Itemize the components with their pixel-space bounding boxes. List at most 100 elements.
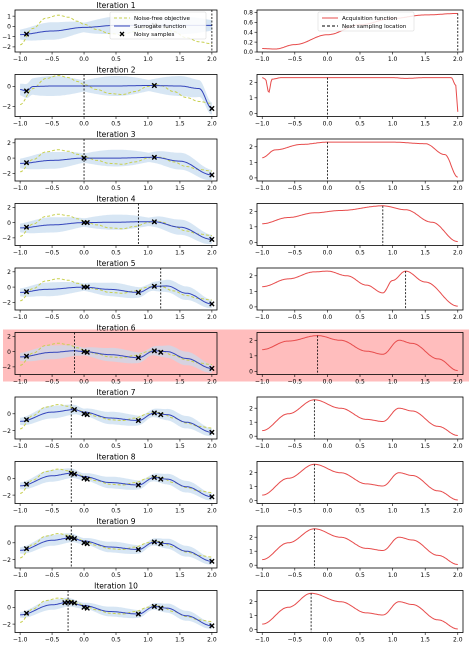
x-tick-label: −1.0 xyxy=(13,314,28,321)
iteration-title: Iteration 1 xyxy=(97,1,136,10)
x-tick-label: −0.5 xyxy=(288,185,303,192)
x-tick-label: −0.5 xyxy=(288,443,303,450)
right-plot-area xyxy=(262,77,459,117)
y-tick-label: 2 xyxy=(249,470,253,477)
y-tick-label: −2 xyxy=(2,44,11,51)
iteration-title: Iteration 5 xyxy=(97,259,136,268)
x-tick-label: −0.5 xyxy=(288,56,303,63)
noisy-sample-marker xyxy=(151,474,158,481)
x-tick-label: −1.0 xyxy=(13,572,28,579)
noisy-sample-marker xyxy=(209,623,215,629)
left-panel: −2 0 −1.0 −0.5 0.0 0.5 1.0 1.5 2.0 xyxy=(2,74,218,128)
x-tick-label: −1.0 xyxy=(255,250,270,257)
x-tick-label: −0.5 xyxy=(288,314,303,321)
x-tick-label: −1.0 xyxy=(13,121,28,128)
noisy-sample-marker xyxy=(84,219,90,226)
x-tick-label: 0.0 xyxy=(79,572,89,579)
x-tick-label: 0.5 xyxy=(111,379,121,386)
y-tick-label: 1 xyxy=(249,419,253,426)
uncertainty-band xyxy=(20,597,212,629)
x-tick-label: 1.0 xyxy=(143,637,153,644)
acquisition-line xyxy=(262,77,459,112)
x-tick-label: 0.5 xyxy=(355,56,365,63)
y-tick-label: −2 xyxy=(2,235,11,242)
x-tick-label: 1.0 xyxy=(143,572,153,579)
x-tick-label: −1.0 xyxy=(255,508,270,515)
acquisition-line xyxy=(262,335,458,372)
y-tick-label: 2 xyxy=(7,140,11,147)
y-tick-label: 0 xyxy=(249,627,253,634)
x-tick-label: 0.5 xyxy=(111,572,121,579)
noisy-sample-marker xyxy=(23,353,30,359)
iteration-row-5: −2 0 2 −1.0 −0.5 0.0 0.5 1.0 1.5 2.0 0 1 2 −1.0 −0.5 0.… xyxy=(2,259,464,321)
x-tick-label: 2.0 xyxy=(207,508,217,515)
noisy-sample-marker xyxy=(23,416,30,423)
right-plot-area xyxy=(262,592,458,633)
x-tick-label: 0.5 xyxy=(111,250,121,257)
x-tick-label: 0.0 xyxy=(79,56,89,63)
x-tick-label: 1.5 xyxy=(175,637,185,644)
y-tick-label: 0 xyxy=(7,349,11,356)
y-tick-label: 2 xyxy=(249,337,253,344)
noisy-sample-marker xyxy=(135,355,142,361)
acquisition-line xyxy=(262,270,458,307)
y-tick-label: 1 xyxy=(7,13,11,20)
noisy-sample-marker xyxy=(151,539,158,545)
objective-line xyxy=(20,278,212,302)
legend-label: Noisy samples xyxy=(134,32,175,38)
legend-marker xyxy=(119,31,125,37)
y-tick-label: 0 xyxy=(249,433,253,440)
y-tick-label: −2 xyxy=(2,300,11,307)
x-tick-label: 1.0 xyxy=(143,443,153,450)
right-plot-area xyxy=(262,463,458,504)
x-tick-label: 1.5 xyxy=(175,185,185,192)
y-tick-label: 1 xyxy=(249,353,253,360)
left-panel: −2 0 −1.0 −0.5 0.0 0.5 1.0 1.5 2.0 xyxy=(2,396,218,450)
x-tick-label: 0.0 xyxy=(323,250,333,257)
noisy-sample-marker xyxy=(209,494,215,500)
x-tick-label: 2.0 xyxy=(453,121,463,128)
x-tick-label: 2.0 xyxy=(207,56,217,63)
right-axes-frame xyxy=(256,203,464,246)
right-plot-area xyxy=(262,141,458,181)
noisy-sample-marker xyxy=(158,605,164,611)
y-tick-label: 0 xyxy=(249,111,253,118)
legend-box xyxy=(317,11,415,32)
y-tick-label: 2 xyxy=(249,144,253,151)
surrogate-line xyxy=(20,221,212,240)
x-tick-label: 2.0 xyxy=(207,637,217,644)
x-tick-label: −0.5 xyxy=(45,121,60,128)
x-tick-label: −1.0 xyxy=(255,314,270,321)
y-tick-label: 2 xyxy=(7,205,11,212)
x-tick-label: −0.5 xyxy=(288,637,303,644)
noisy-sample-marker xyxy=(84,349,90,356)
y-tick-label: 0 xyxy=(7,540,11,547)
x-tick-label: 0.0 xyxy=(79,637,89,644)
y-tick-label: 1 xyxy=(249,289,253,296)
legend-label: Next sampling location xyxy=(342,24,407,30)
acquisition-line xyxy=(262,205,458,243)
x-tick-label: 2.0 xyxy=(207,121,217,128)
noisy-sample-marker xyxy=(151,603,158,610)
x-tick-label: −0.5 xyxy=(288,121,303,128)
x-tick-label: 1.5 xyxy=(175,379,185,386)
x-tick-label: 1.5 xyxy=(175,572,185,579)
x-tick-label: −1.0 xyxy=(13,637,28,644)
y-tick-label: 2 xyxy=(249,79,253,86)
x-tick-label: −0.5 xyxy=(45,56,60,63)
left-panel: −2 0 −1.0 −0.5 0.0 0.5 1.0 1.5 2.0 xyxy=(2,590,218,644)
right-panel: 0 1 2 −1.0 −0.5 0.0 0.5 1.0 1.5 2.0 xyxy=(249,138,464,192)
uncertainty-band xyxy=(20,279,212,309)
x-tick-label: 1.5 xyxy=(175,121,185,128)
noisy-sample-marker xyxy=(23,88,30,94)
left-panel: −2 0 2 −1.0 −0.5 0.0 0.5 1.0 1.5 2.0 xyxy=(2,267,218,321)
y-tick-label: −2 xyxy=(2,621,11,628)
x-tick-label: −1.0 xyxy=(255,121,270,128)
noisy-sample-marker xyxy=(23,545,30,552)
legend-box xyxy=(109,11,207,40)
x-tick-label: 0.5 xyxy=(111,443,121,450)
left-plot-area xyxy=(19,590,215,633)
